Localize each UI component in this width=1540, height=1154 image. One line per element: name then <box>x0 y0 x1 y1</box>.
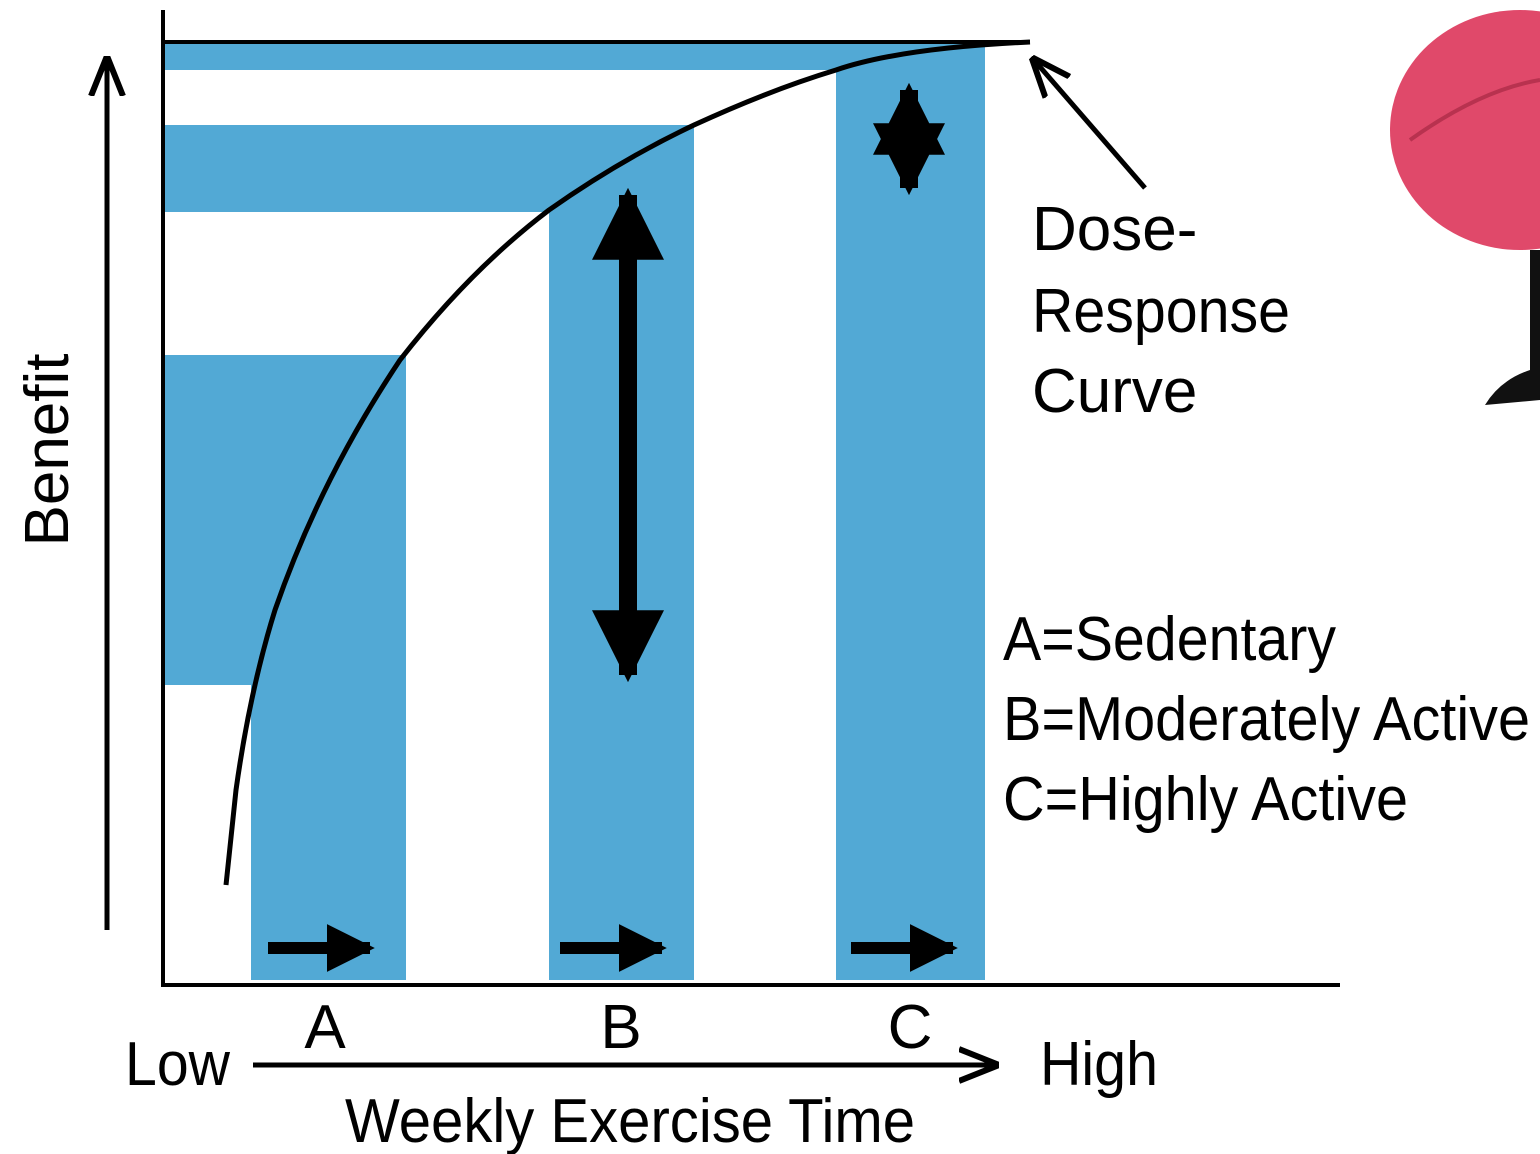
dose-response-curve <box>223 39 1031 886</box>
group-label: B <box>600 993 641 1062</box>
legend-entry: B=Moderately Active <box>1003 685 1530 754</box>
x-axis-label: Weekly Exercise Time <box>345 1087 915 1154</box>
curve-label: Dose- <box>1032 195 1197 264</box>
pill-image <box>1390 10 1540 405</box>
arrows <box>107 60 1147 1065</box>
axes <box>161 10 1340 987</box>
regions <box>163 42 985 980</box>
legend-entry: A=Sedentary <box>1003 605 1336 674</box>
group-label: A <box>304 993 346 1062</box>
curve-label: Response <box>1032 277 1290 346</box>
x-low-label: Low <box>125 1030 230 1099</box>
curve-label: Curve <box>1032 357 1197 426</box>
x-high-label: High <box>1040 1030 1158 1099</box>
group-label: C <box>888 993 933 1062</box>
legend-entry: C=Highly Active <box>1003 765 1408 834</box>
y-axis-label: Benefit <box>13 353 82 546</box>
